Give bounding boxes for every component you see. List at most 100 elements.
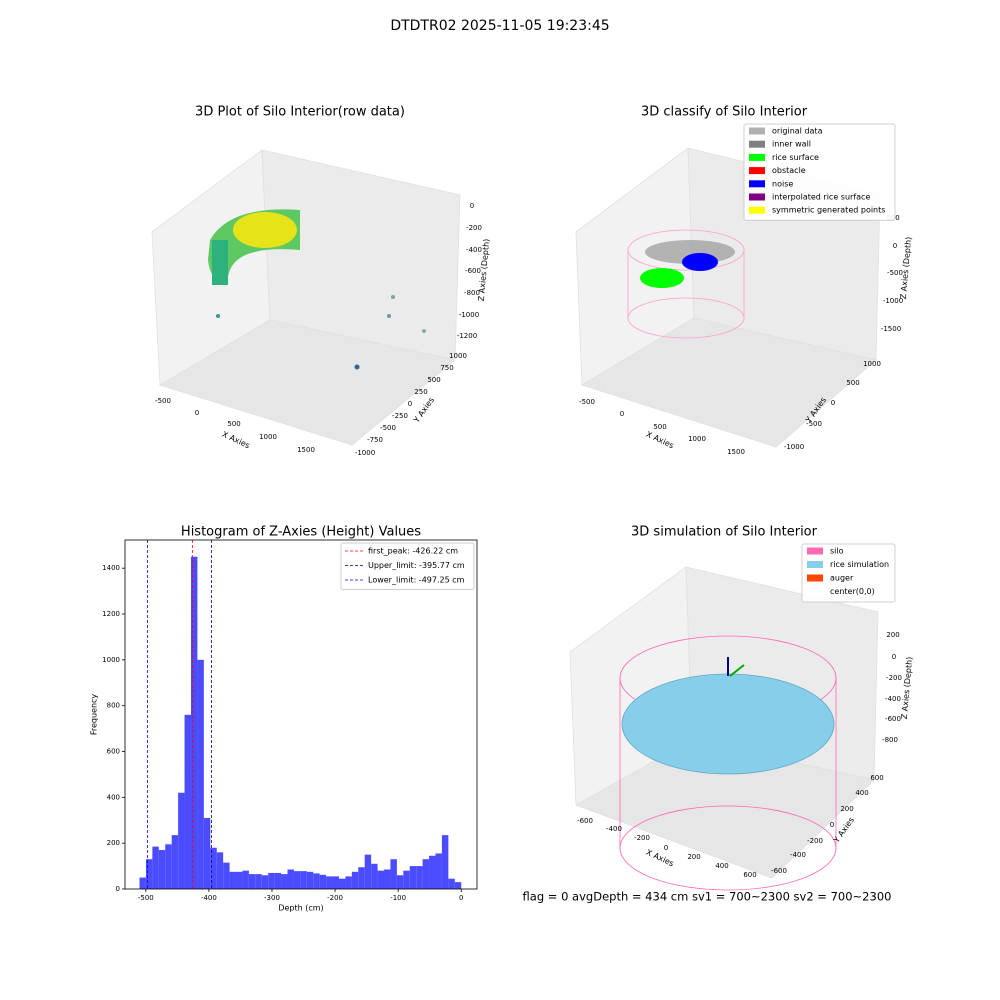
z-tick-label: 0	[892, 653, 896, 661]
histogram-bar	[371, 863, 378, 889]
legend-label: inner wall	[772, 140, 811, 149]
histogram-bar	[345, 876, 352, 889]
z-tick-label: -1200	[457, 332, 477, 340]
y-tick-label: -1000	[355, 449, 375, 457]
histogram-bar	[351, 871, 359, 889]
histogram-bar	[416, 866, 423, 889]
figure-title: DTDTR02 2025-11-05 19:23:45	[390, 18, 609, 34]
legend-swatch	[807, 547, 823, 555]
histogram-bar	[261, 875, 269, 889]
y-tick-label: 250	[414, 388, 427, 396]
z-tick-label: -800	[464, 289, 480, 297]
histogram-bar	[190, 556, 198, 889]
subplot-title: Histogram of Z-Axies (Height) Values	[181, 525, 421, 540]
x-tick-label: 0	[459, 894, 463, 902]
legend-swatch	[749, 140, 765, 148]
histogram-bar	[390, 859, 397, 889]
z-tick-label: -400	[885, 695, 901, 703]
subplot-title: 3D simulation of Silo Interior	[631, 525, 818, 540]
legend-swatch	[807, 574, 823, 582]
y-tick-label: -400	[790, 851, 806, 859]
x-tick-label: -300	[264, 894, 280, 902]
y-tick-label: -250	[392, 412, 408, 420]
histogram-bar	[274, 872, 282, 889]
z-tick-label: -200	[466, 224, 482, 232]
cloud-2	[627, 229, 745, 339]
y-tick-label: 400	[107, 793, 120, 801]
y-tick-label: 0	[830, 821, 834, 829]
histogram-bar	[248, 874, 256, 889]
histogram-bar	[281, 874, 288, 889]
histogram-bar	[364, 854, 372, 889]
histogram-bar	[152, 846, 159, 889]
histogram-bar	[338, 878, 346, 889]
histogram-bar	[384, 869, 391, 889]
y-tick-label: 200	[107, 839, 120, 847]
histogram-bar	[184, 714, 191, 889]
x-tick-label: -100	[390, 894, 406, 902]
histogram-bar	[396, 875, 404, 889]
y-axis-label: Frequency	[90, 694, 99, 736]
cloud-1	[208, 209, 426, 370]
x-tick-label: -400	[201, 894, 217, 902]
z-tick-label: -200	[886, 674, 902, 682]
legend-label: silo	[830, 547, 844, 556]
y-tick-label: 1000	[863, 360, 881, 368]
y-tick-label: -200	[807, 837, 823, 845]
x-tick-label: -500	[138, 894, 154, 902]
y-tick-label: 500	[427, 376, 440, 384]
x-tick-label: -500	[579, 398, 595, 406]
z-tick-label: -600	[465, 267, 481, 275]
y-tick-label: 600	[870, 774, 883, 782]
histogram-bar	[242, 870, 249, 889]
histogram-bar	[422, 859, 430, 889]
histogram-bar	[306, 871, 314, 889]
legend-label: obstacle	[772, 166, 806, 175]
y-tick-label: -500	[806, 420, 822, 428]
x-tick-label: 600	[743, 871, 756, 879]
y-tick-label: 600	[107, 748, 120, 756]
x-tick-label: -200	[327, 894, 343, 902]
legend-swatch	[807, 588, 823, 595]
histogram-bar	[313, 873, 320, 889]
histogram-bar	[223, 862, 230, 889]
y-tick-label: 1400	[102, 564, 120, 572]
legend-label: symmetric generated points	[772, 206, 885, 215]
histogram-bar	[171, 835, 179, 889]
axes-frame	[124, 539, 478, 890]
histogram-bar	[326, 876, 333, 889]
histogram-bar	[293, 871, 301, 889]
x-tick-label: 0	[664, 844, 668, 852]
histogram-bar	[158, 850, 166, 889]
legend-swatch	[749, 127, 765, 135]
legend-label: interpolated rice surface	[772, 193, 870, 202]
legend-label: noise	[772, 179, 793, 188]
histogram-bar	[435, 853, 442, 889]
legend-swatch	[749, 180, 765, 188]
x-tick-label: 500	[653, 423, 666, 431]
y-tick-label: 750	[440, 364, 453, 372]
histogram-bar	[236, 871, 243, 889]
histogram-bar	[377, 870, 385, 889]
legend-box	[801, 543, 896, 603]
histogram-bar	[332, 876, 339, 889]
legend-label: auger	[830, 574, 854, 583]
y-tick-label: 1000	[102, 656, 120, 664]
histogram-bar	[454, 882, 462, 889]
z-tick-label: -1500	[881, 325, 901, 333]
z-tick-label: 0	[893, 242, 897, 250]
x-tick-label: 1500	[727, 448, 745, 456]
histogram-bar	[448, 878, 455, 889]
histogram-bar	[178, 792, 185, 889]
status-annotation: flag = 0 avgDepth = 434 cm sv1 = 700~230…	[523, 890, 892, 904]
histogram-bar	[165, 844, 172, 889]
y-tick-label: 0	[408, 400, 412, 408]
legend-swatch	[749, 167, 765, 175]
histogram-bar	[319, 874, 327, 889]
y-tick-label: -750	[367, 436, 383, 444]
subplot-title: 3D classify of Silo Interior	[641, 105, 808, 120]
y-tick-label: 400	[855, 789, 868, 797]
cloud-4	[619, 635, 837, 891]
x-tick-label: -500	[155, 397, 171, 405]
